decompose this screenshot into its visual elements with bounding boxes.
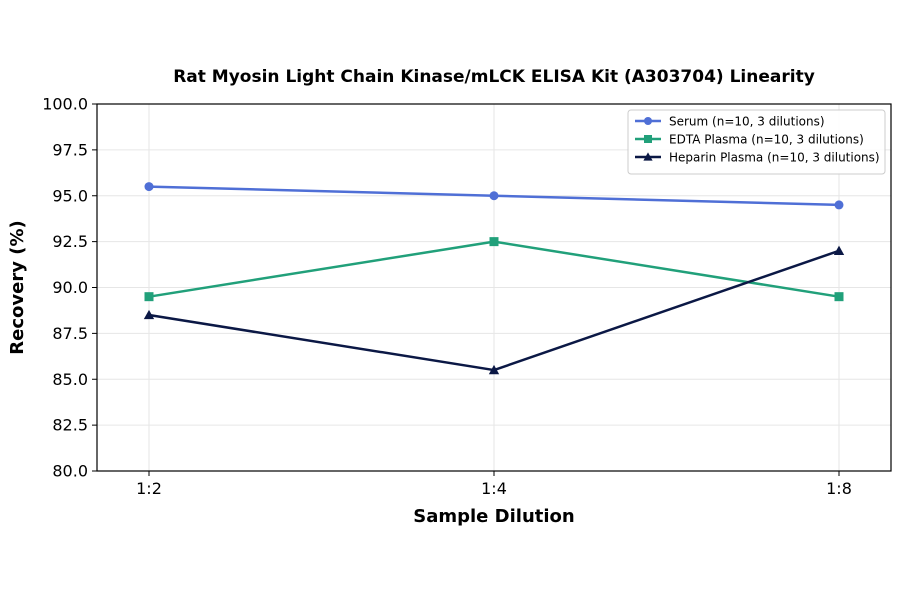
legend-label: EDTA Plasma (n=10, 3 dilutions) xyxy=(669,133,864,147)
legend-marker xyxy=(643,152,653,161)
legend-label: Heparin Plasma (n=10, 3 dilutions) xyxy=(669,151,880,165)
y-tick-label: 95.0 xyxy=(52,186,88,205)
y-tick-label: 82.5 xyxy=(52,416,88,435)
x-tick-label: 1:2 xyxy=(136,479,162,498)
y-tick-label: 87.5 xyxy=(52,324,88,343)
series-layer xyxy=(143,182,845,375)
legend-label: Serum (n=10, 3 dilutions) xyxy=(669,115,825,129)
x-tick-label: 1:4 xyxy=(481,479,507,498)
series-1 xyxy=(144,237,844,302)
data-point xyxy=(833,245,845,255)
data-point xyxy=(834,292,844,302)
data-point xyxy=(144,182,154,192)
x-axis-label: Sample Dilution xyxy=(413,506,574,527)
axis-ticks: 80.0 82.5 85.0 87.5 90.0 92.5 95.0 97.5 100.0 1:2… xyxy=(42,95,852,499)
y-tick-label: 90.0 xyxy=(52,278,88,297)
x-tick-label: 1:8 xyxy=(826,479,852,498)
data-point xyxy=(143,309,155,320)
data-point xyxy=(834,200,844,210)
legend-marker xyxy=(644,117,652,125)
y-tick-label: 97.5 xyxy=(52,140,88,159)
data-point xyxy=(144,292,154,302)
legend: Serum (n=10, 3 dilutions) EDTA Plasma (n=… xyxy=(627,109,886,175)
data-point xyxy=(488,364,500,375)
y-tick-label: 100.0 xyxy=(42,95,88,114)
series-0 xyxy=(144,182,844,210)
y-tick-label: 80.0 xyxy=(52,462,88,481)
y-tick-label: 92.5 xyxy=(52,232,88,251)
data-point xyxy=(489,191,499,201)
legend-marker xyxy=(644,135,652,143)
y-axis-label: Recovery (%) xyxy=(7,220,28,354)
series-2 xyxy=(143,245,845,375)
data-point xyxy=(489,237,499,247)
legend-item: EDTA Plasma (n=10, 3 dilutions) xyxy=(635,133,864,147)
legend-item: Heparin Plasma (n=10, 3 dilutions) xyxy=(635,151,880,165)
y-tick-label: 85.0 xyxy=(52,370,88,389)
legend-box xyxy=(627,109,886,175)
chart-title: Rat Myosin Light Chain Kinase/mLCK ELISA… xyxy=(173,67,815,87)
legend-item: Serum (n=10, 3 dilutions) xyxy=(635,115,825,129)
